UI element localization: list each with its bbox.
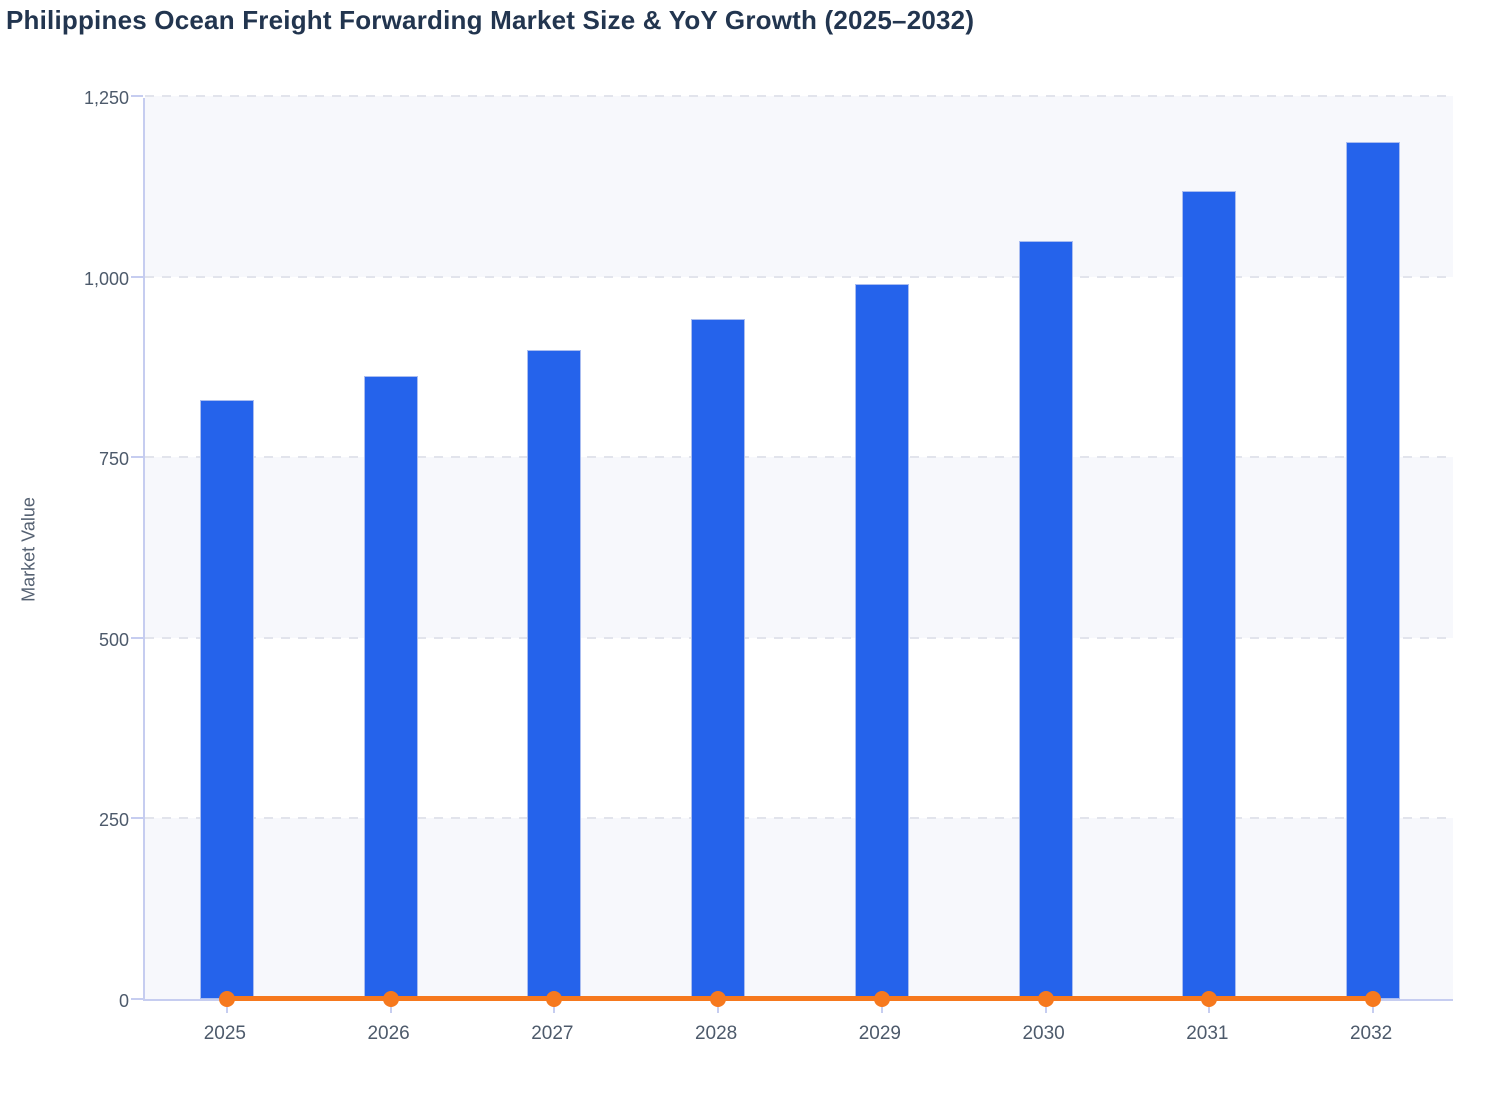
grid-band <box>145 818 1453 999</box>
x-tick-label-2032: 2032 <box>1349 1023 1393 1044</box>
yoy-marker-2030[interactable] <box>1037 991 1054 1007</box>
yoy-marker-2031[interactable] <box>1201 991 1218 1007</box>
x-tick-label-2027: 2027 <box>531 1023 574 1044</box>
bar-2026[interactable] <box>363 376 418 999</box>
grid-band <box>145 96 1453 277</box>
x-axis-tick <box>1208 1001 1211 1013</box>
yoy-marker-2028[interactable] <box>710 991 727 1007</box>
x-axis-tick <box>1044 1001 1047 1013</box>
y-tick-label-750: 750 <box>98 449 129 470</box>
chart-title: Philippines Ocean Freight Forwarding Mar… <box>6 5 975 35</box>
y-axis-tick <box>131 817 143 820</box>
y-axis-tick <box>131 275 143 278</box>
x-axis-tick <box>389 1001 392 1013</box>
gridline-250 <box>145 817 1453 820</box>
x-tick-label-2030: 2030 <box>1022 1023 1065 1044</box>
x-tick-label-2031: 2031 <box>1186 1023 1229 1044</box>
gridline-500 <box>145 636 1453 639</box>
yoy-growth-line[interactable] <box>226 996 1374 1001</box>
y-axis-title: Market Value <box>18 497 39 602</box>
bar-2031[interactable] <box>1182 190 1237 999</box>
y-axis-tick <box>131 95 143 97</box>
x-tick-label-2026: 2026 <box>367 1023 410 1044</box>
y-tick-label-500: 500 <box>98 629 129 650</box>
bar-2030[interactable] <box>1018 241 1073 999</box>
y-tick-label-250: 250 <box>98 810 129 831</box>
bar-2032[interactable] <box>1346 142 1401 999</box>
x-axis-tick <box>717 1001 720 1013</box>
gridline-750 <box>145 456 1453 459</box>
bar-2025[interactable] <box>199 400 254 999</box>
y-axis-tick <box>131 998 143 1000</box>
y-tick-label-1250: 1,250 <box>83 88 129 108</box>
y-tick-label-1000: 1,000 <box>83 268 129 289</box>
x-axis-tick <box>880 1001 883 1013</box>
y-axis-tick <box>131 456 143 459</box>
bar-2029[interactable] <box>854 283 909 999</box>
x-tick-label-2025: 2025 <box>203 1023 247 1044</box>
gridline-1000 <box>145 275 1453 278</box>
bar-2028[interactable] <box>691 319 746 999</box>
gridline-1250 <box>145 95 1453 97</box>
yoy-marker-2026[interactable] <box>382 991 399 1007</box>
x-tick-label-2029: 2029 <box>858 1023 902 1044</box>
y-tick-label-0: 0 <box>118 991 129 1011</box>
yoy-marker-2029[interactable] <box>873 991 890 1007</box>
plot-area <box>131 95 1453 1013</box>
yoy-marker-2032[interactable] <box>1365 991 1382 1007</box>
x-axis-tick <box>553 1001 556 1013</box>
yoy-marker-2027[interactable] <box>546 991 563 1007</box>
x-tick-label-2028: 2028 <box>694 1023 738 1044</box>
y-axis-tick <box>131 636 143 639</box>
bar-2027[interactable] <box>527 349 582 999</box>
yoy-marker-2025[interactable] <box>218 991 235 1007</box>
x-axis-tick <box>225 1001 228 1013</box>
x-axis-tick <box>1372 1001 1375 1013</box>
grid-band <box>145 457 1453 638</box>
